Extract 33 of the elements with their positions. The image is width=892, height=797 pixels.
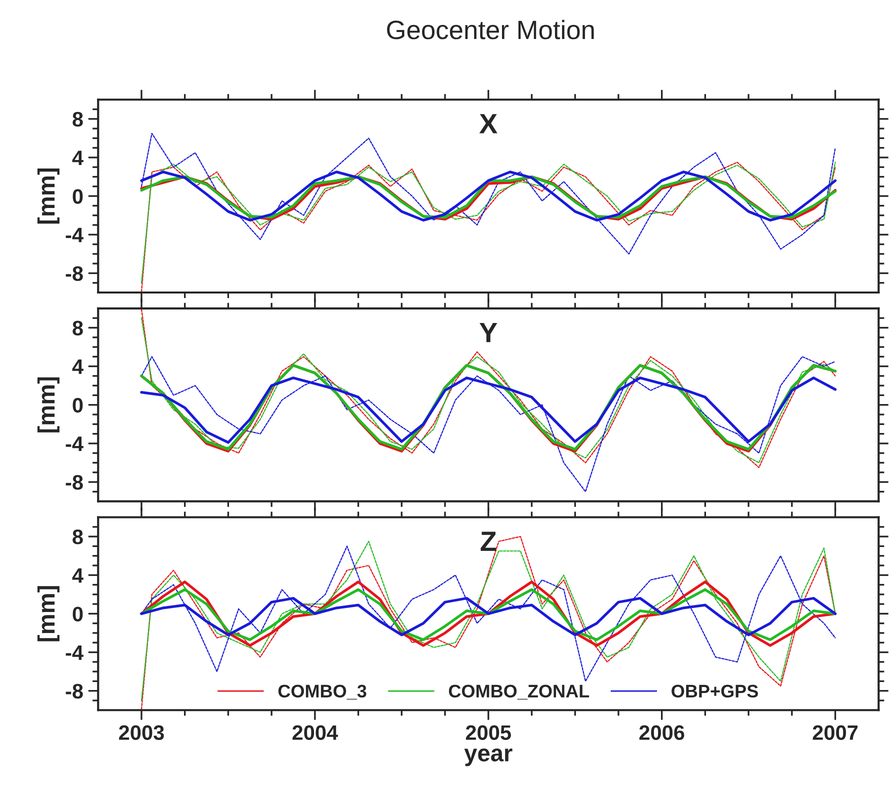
x-axis-title: year — [464, 748, 512, 766]
x-tick-label: 2005 — [466, 725, 511, 740]
x-tick-label: 2004 — [292, 725, 338, 740]
chart-title: Geocenter Motion — [387, 20, 594, 40]
y-tick-label: -8 — [66, 475, 83, 490]
line-series — [140, 132, 836, 254]
legend-label: COMBO_3 — [278, 684, 366, 700]
y-axis-title: [mm] — [37, 168, 60, 224]
y-tick-label: -4 — [66, 645, 84, 660]
chart-subtitle: Y — [480, 322, 498, 342]
y-tick-label: 8 — [72, 112, 83, 127]
y-tick-label: 4 — [72, 150, 84, 166]
y-tick-label: 8 — [72, 320, 83, 336]
y-tick-label: 0 — [72, 398, 83, 413]
y-tick-label: 0 — [72, 606, 83, 622]
y-axis-title: [mm] — [37, 586, 60, 642]
x-tick-label: 2006 — [639, 725, 684, 740]
line-series — [140, 356, 836, 492]
legend-label: COMBO_ZONAL — [448, 684, 590, 700]
y-tick-label: -8 — [66, 266, 83, 281]
y-axis-title: [mm] — [37, 377, 60, 432]
chart-subtitle: Z — [480, 532, 496, 551]
y-tick-label: 4 — [72, 568, 84, 583]
y-tick-label: -4 — [66, 228, 84, 242]
y-tick-label: 4 — [72, 360, 84, 374]
chart-subtitle: X — [479, 114, 498, 134]
y-tick-label: -8 — [66, 684, 83, 699]
legend-label: OBP+GPS — [672, 684, 758, 698]
x-tick-label: 2003 — [119, 725, 164, 740]
x-tick-label: 2007 — [812, 725, 858, 740]
y-tick-label: -4 — [66, 436, 84, 451]
y-tick-label: 8 — [72, 530, 83, 544]
y-tick-label: 0 — [72, 189, 83, 204]
